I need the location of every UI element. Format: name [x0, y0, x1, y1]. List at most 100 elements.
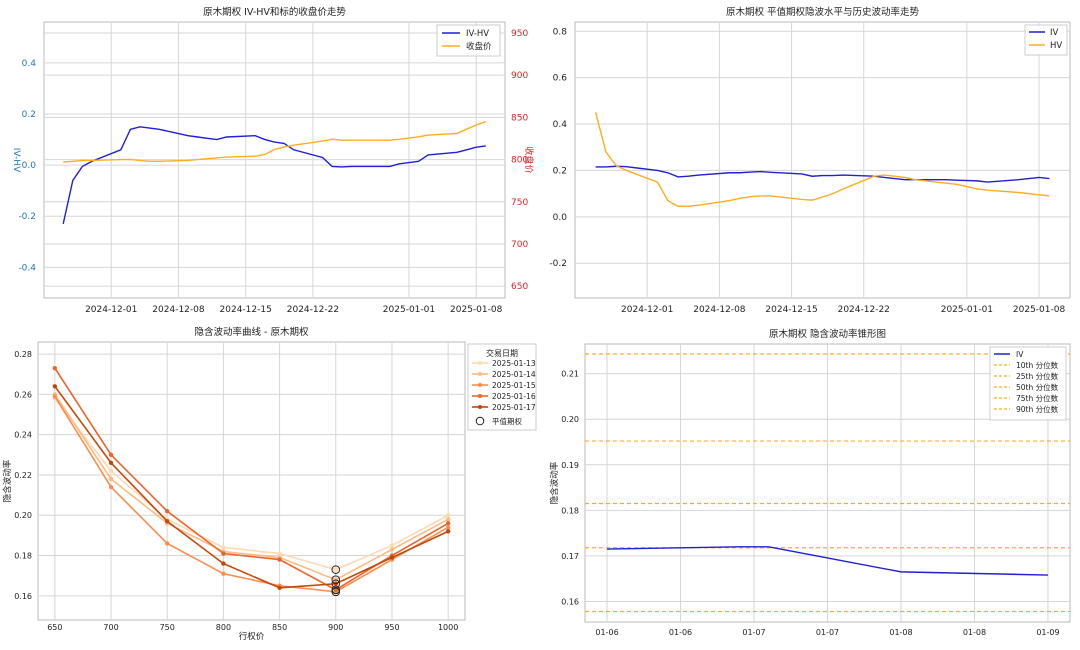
- x-tick-label: 01-08: [889, 628, 912, 637]
- legend-label: 90th 分位数: [1016, 404, 1059, 414]
- legend-atm-marker: [475, 416, 485, 426]
- series-point: [445, 521, 451, 526]
- x-tick-label: 2025-01-01: [383, 305, 435, 315]
- x-axis-label: 行权价: [239, 631, 265, 642]
- y-tick-label: 0.18: [561, 506, 579, 515]
- chart-iv-smile: 650 700 750 800 850 900 950 1000 0.16 0.18 0.20 0.2…: [2, 326, 537, 642]
- x-tick-label: 01-06: [669, 628, 692, 637]
- series-point: [445, 513, 451, 518]
- plot-frame: [574, 21, 1071, 299]
- chart-title: 隐含波动率曲线 - 原木期权: [195, 326, 309, 338]
- atm-marker: [331, 585, 341, 595]
- series-point: [277, 557, 282, 562]
- series-point: [221, 545, 226, 550]
- series-point: [389, 543, 395, 548]
- y2-tick-label: 950: [511, 29, 528, 39]
- x-tick-label: 950: [384, 623, 399, 632]
- y-tick-label: 0.22: [14, 471, 32, 480]
- series-line-hv: [594, 112, 1050, 208]
- series-point: [52, 384, 58, 389]
- x-tick-label: 2024-12-22: [838, 305, 890, 315]
- legend-swatch-dot: [478, 405, 482, 409]
- series-point: [445, 529, 451, 534]
- series-point: [277, 551, 282, 556]
- legend-label: IV-HV: [466, 29, 489, 39]
- legend-label: HV: [1050, 41, 1062, 51]
- legend-swatch-dot: [478, 394, 482, 398]
- x-tick-label: 2025-01-08: [1013, 305, 1066, 315]
- series-point: [165, 509, 170, 514]
- y2-tick-label: 800: [511, 156, 528, 166]
- legend-label: 2025-01-13: [492, 359, 536, 368]
- y-tick-label: -0.4: [18, 263, 36, 273]
- y2-tick-label: 750: [511, 198, 528, 208]
- legend-swatch-dot: [478, 383, 482, 387]
- series-point: [221, 561, 226, 566]
- y-tick-label: 0.20: [561, 415, 579, 424]
- y-tick-label: 0.24: [14, 431, 32, 440]
- y2-axis-label: 收盘价: [523, 146, 535, 173]
- x-tick-label: 850: [272, 623, 287, 632]
- y2-tick-label: 650: [511, 282, 528, 292]
- y-tick-label: 0.21: [561, 370, 579, 379]
- series-point: [52, 394, 58, 399]
- series-point: [165, 541, 170, 546]
- legend-label: 2025-01-15: [492, 381, 536, 390]
- legend-box: [467, 343, 537, 431]
- y2-tick-label: 900: [511, 71, 528, 81]
- series-line: [54, 385, 449, 589]
- x-tick-label: 01-08: [963, 628, 986, 637]
- series-line-iv: [607, 546, 1048, 576]
- legend-label: IV: [1016, 350, 1024, 359]
- series-point: [108, 476, 114, 482]
- series-line-iv-hv: [62, 126, 486, 225]
- x-tick-label: 2024-12-01: [85, 305, 137, 315]
- x-tick-label: 750: [160, 623, 175, 632]
- atm-marker: [331, 579, 341, 589]
- chart-atm-iv-hv: 2024-12-01 2024-12-08 2024-12-15 2024-12-22…: [549, 6, 1071, 315]
- y-tick-label: 0.0: [553, 213, 568, 223]
- x-tick-label: 1000: [438, 623, 458, 632]
- x-tick-label: 700: [103, 623, 118, 632]
- legend-label: 收盘价: [466, 41, 492, 52]
- chart-title: 原木期权 平值期权隐波水平与历史波动率走势: [726, 6, 920, 18]
- legend-box: [989, 346, 1067, 421]
- series-point: [108, 484, 114, 490]
- legend-label: 2025-01-17: [492, 403, 536, 412]
- atm-marker: [331, 575, 341, 585]
- legend-swatch-dot: [478, 361, 482, 365]
- y2-tick-label: 700: [511, 240, 528, 250]
- legend-title: 交易日期: [486, 348, 518, 358]
- y-tick-label: 0.4: [553, 120, 568, 130]
- series-line-iv: [595, 165, 1050, 183]
- y-tick-label: 0.19: [561, 461, 579, 470]
- y-tick-label: -0.2: [18, 212, 36, 222]
- atm-marker: [331, 565, 341, 574]
- x-tick-label: 900: [328, 623, 343, 632]
- y-tick-label: 0.16: [14, 592, 32, 601]
- x-tick-label: 2024-12-01: [621, 305, 673, 315]
- y-tick-label: 0.2: [553, 166, 567, 176]
- legend: IV HV: [1024, 24, 1068, 56]
- series-point: [108, 468, 114, 474]
- legend-label: 25th 分位数: [1016, 371, 1059, 381]
- series-point: [277, 585, 282, 590]
- y-tick-label: -0.2: [549, 259, 567, 269]
- x-tick-label: 01-07: [816, 628, 839, 637]
- series-line: [54, 367, 449, 591]
- legend-label: 2025-01-14: [492, 370, 536, 379]
- y-tick-label: 0.20: [14, 511, 32, 520]
- legend: IV-HV 收盘价: [436, 24, 501, 57]
- x-tick-label: 650: [47, 623, 62, 632]
- x-tick-label: 2025-01-01: [941, 305, 993, 315]
- y-tick-label: 0.17: [561, 552, 579, 561]
- y-axis-label: 隐含波动率: [549, 461, 560, 504]
- series-point: [108, 460, 114, 466]
- legend-label: 50th 分位数: [1016, 382, 1059, 392]
- x-tick-label: 01-07: [742, 628, 765, 637]
- series-point: [389, 555, 395, 560]
- y-tick-label: 0.2: [22, 110, 36, 120]
- x-tick-label: 2024-12-15: [220, 305, 272, 315]
- y-axis-label: IV-HV: [11, 148, 21, 173]
- x-tick-label: 800: [216, 623, 231, 632]
